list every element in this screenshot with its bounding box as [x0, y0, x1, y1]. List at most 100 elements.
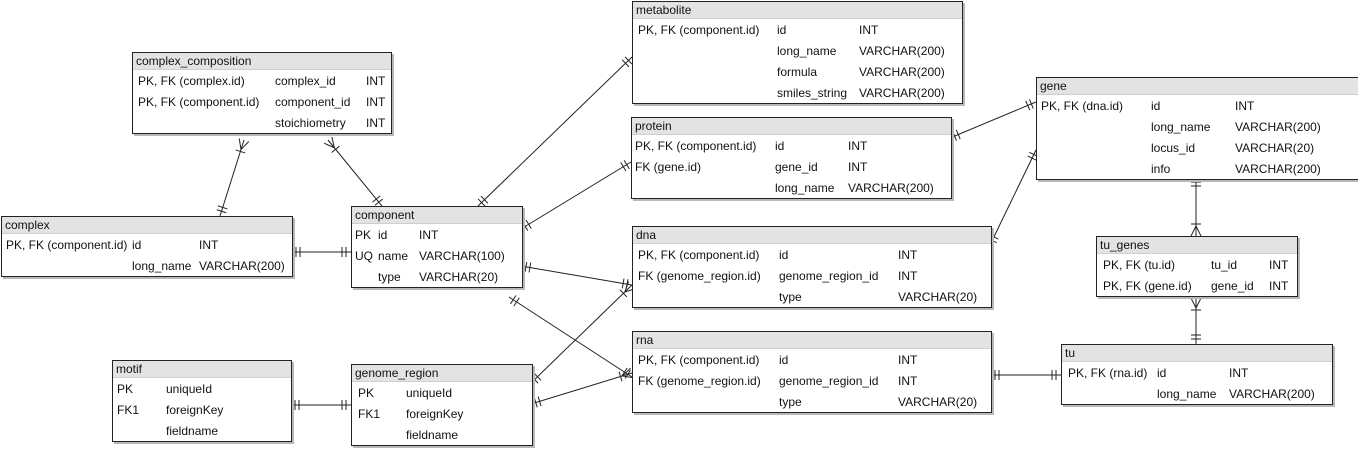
entity-complex-composition[interactable]: complex_composition PK, FK (complex.id) co…: [132, 52, 392, 134]
entity-field-row: PK, FK (component.id) component_id INT: [133, 91, 391, 112]
field-type: VARCHAR(20): [1235, 141, 1315, 155]
entity-rna[interactable]: rna PK, FK (component.id) id INT FK (genome_…: [632, 331, 992, 413]
field-type: VARCHAR(200): [859, 65, 945, 79]
field-name: foreignKey: [406, 407, 464, 421]
entity-title: metabolite: [633, 2, 962, 19]
relationship-component-rna: [508, 295, 633, 379]
field-name: long_name: [777, 44, 837, 58]
field-name: id: [779, 248, 789, 262]
field-name: fieldname: [406, 428, 459, 442]
field-type: INT: [1269, 258, 1289, 272]
field-type: VARCHAR(20): [898, 290, 978, 304]
entity-field-row: FK (gene.id) gene_id INT: [632, 156, 951, 177]
field-name: long_name: [1151, 120, 1211, 134]
field-name: id: [775, 139, 785, 153]
relationship-component-metabolite: [477, 56, 633, 207]
entity-field-row: fieldname: [113, 420, 291, 441]
field-type: INT: [898, 248, 918, 262]
entity-field-row: PK, FK (component.id) id INT: [2, 234, 292, 255]
field-name: name: [378, 249, 409, 263]
entity-field-row: long_name VARCHAR(200): [632, 177, 951, 198]
field-type: INT: [898, 353, 918, 367]
field-name: long_name: [775, 181, 835, 195]
field-name: tu_id: [1211, 258, 1238, 272]
entity-title: protein: [632, 118, 951, 135]
field-name: component_id: [275, 95, 351, 109]
field-name: long_name: [132, 259, 192, 273]
entity-component[interactable]: component PK id INT UQ name VARCHAR(100) type VA…: [351, 206, 523, 288]
field-key: PK: [117, 382, 134, 396]
entity-field-row: UQ name VARCHAR(100): [352, 245, 522, 266]
entity-motif[interactable]: motif PK uniqueId FK1 foreignKey fieldname: [112, 360, 292, 442]
field-key: PK, FK (gene.id): [1103, 279, 1192, 293]
field-key: FK (genome_region.id): [638, 374, 761, 388]
entity-field-row: stoichiometry INT: [133, 112, 391, 133]
field-name: locus_id: [1151, 141, 1196, 155]
entity-field-row: type VARCHAR(20): [352, 266, 522, 287]
field-name: id: [1151, 99, 1161, 113]
field-key: PK: [355, 228, 372, 242]
field-type: VARCHAR(200): [859, 86, 945, 100]
field-name: uniqueId: [166, 382, 213, 396]
field-key: PK, FK (component.id): [138, 95, 260, 109]
relationship-genome-region-dna: [530, 281, 636, 384]
field-type: VARCHAR(200): [1235, 120, 1321, 134]
field-key: PK, FK (component.id): [6, 238, 128, 252]
entity-title: tu: [1062, 345, 1332, 362]
field-name: stoichiometry: [275, 116, 346, 130]
field-name: genome_region_id: [779, 374, 879, 388]
field-type: INT: [419, 228, 439, 242]
entity-field-row: long_name VARCHAR(200): [633, 40, 962, 61]
entity-field-row: long_name VARCHAR(200): [1062, 383, 1332, 404]
field-type: VARCHAR(200): [1235, 162, 1321, 176]
entity-gene[interactable]: gene PK, FK (dna.id) id INT long_name VARCHAR…: [1036, 77, 1358, 180]
field-name: id: [378, 228, 388, 242]
field-key: PK, FK (component.id): [635, 139, 757, 153]
field-key: PK, FK (complex.id): [138, 74, 245, 88]
entity-field-row: PK, FK (tu.id) tu_id INT: [1097, 254, 1297, 275]
entity-title: gene: [1037, 78, 1358, 95]
entity-title: genome_region: [352, 365, 532, 382]
field-key: PK, FK (rna.id): [1068, 366, 1148, 380]
entity-field-row: info VARCHAR(200): [1037, 158, 1358, 179]
field-key: PK: [358, 386, 375, 400]
relationship-dna-gene: [987, 149, 1039, 246]
field-type: VARCHAR(200): [848, 181, 934, 195]
field-name: gene_id: [1211, 279, 1254, 293]
field-type: INT: [898, 374, 918, 388]
entity-field-row: FK1 foreignKey: [352, 403, 532, 424]
entity-field-row: long_name VARCHAR(200): [2, 255, 292, 276]
entity-dna[interactable]: dna PK, FK (component.id) id INT FK (genome_…: [632, 226, 992, 308]
field-name: smiles_string: [777, 86, 848, 100]
relationship-complex-composition-component: [323, 136, 384, 207]
entity-field-row: smiles_string VARCHAR(200): [633, 82, 962, 103]
field-name: formula: [777, 65, 818, 79]
relationship-complex-component: [291, 247, 351, 257]
field-name: fieldname: [166, 424, 219, 438]
relationship-component-dna: [520, 261, 633, 290]
entity-tu-genes[interactable]: tu_genes PK, FK (tu.id) tu_id INT PK, FK (ge…: [1096, 236, 1298, 297]
field-name: genome_region_id: [779, 269, 879, 283]
field-name: complex_id: [275, 74, 336, 88]
field-type: VARCHAR(200): [859, 44, 945, 58]
field-type: INT: [848, 160, 868, 174]
entity-metabolite[interactable]: metabolite PK, FK (component.id) id INT long…: [632, 1, 963, 104]
entity-title: dna: [633, 227, 991, 244]
entity-field-row: formula VARCHAR(200): [633, 61, 962, 82]
entity-field-row: PK, FK (complex.id) complex_id INT: [133, 70, 391, 91]
entity-field-row: PK, FK (component.id) id INT: [633, 244, 991, 265]
entity-field-row: PK, FK (dna.id) id INT: [1037, 95, 1358, 116]
field-key: PK, FK (component.id): [638, 248, 760, 262]
entity-genome-region[interactable]: genome_region PK uniqueId FK1 foreignKey fiel…: [351, 364, 533, 446]
entity-complex[interactable]: complex PK, FK (component.id) id INT long_na…: [1, 216, 293, 277]
field-key: FK (genome_region.id): [638, 269, 761, 283]
entity-tu[interactable]: tu PK, FK (rna.id) id INT long_name VARCHAR(2…: [1061, 344, 1333, 405]
field-name: type: [779, 395, 802, 409]
field-key: UQ: [355, 249, 373, 263]
entity-title: tu_genes: [1097, 237, 1297, 254]
field-key: PK, FK (dna.id): [1041, 99, 1124, 113]
relationship-component-protein: [520, 160, 632, 231]
entity-protein[interactable]: protein PK, FK (component.id) id INT FK (gen…: [631, 117, 952, 199]
field-name: type: [779, 290, 802, 304]
